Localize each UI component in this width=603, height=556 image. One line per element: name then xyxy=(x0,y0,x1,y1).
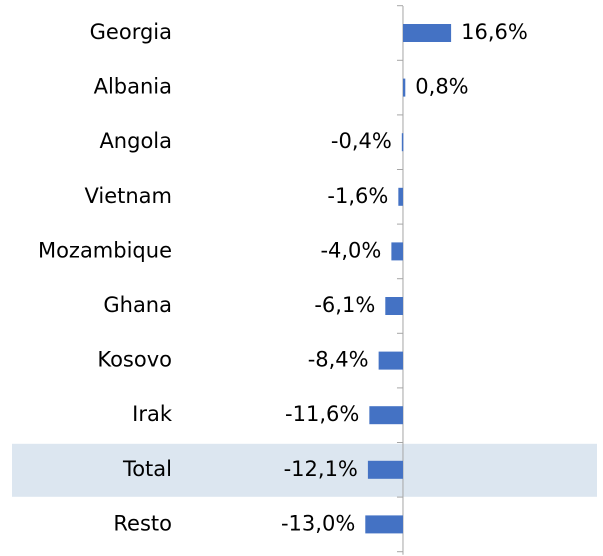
value-label: -4,0% xyxy=(320,238,381,262)
category-label: Albania xyxy=(94,75,172,99)
category-label: Irak xyxy=(132,402,173,426)
bar xyxy=(369,406,403,425)
highlight-band xyxy=(12,443,597,497)
category-label: Resto xyxy=(113,511,172,535)
value-label: -6,1% xyxy=(314,293,375,317)
value-label: -8,4% xyxy=(308,348,369,372)
value-label: -11,6% xyxy=(285,402,359,426)
category-label: Angola xyxy=(99,129,172,153)
category-label: Mozambique xyxy=(38,238,172,262)
bar xyxy=(391,242,403,261)
value-label: -13,0% xyxy=(281,511,355,535)
bar xyxy=(378,351,403,370)
bar xyxy=(385,297,403,315)
bar xyxy=(398,187,403,206)
value-label: 0,8% xyxy=(415,75,468,99)
value-label: -1,6% xyxy=(327,184,388,208)
category-label: Georgia xyxy=(90,20,172,44)
bar xyxy=(367,460,403,479)
value-label: -12,1% xyxy=(284,457,358,481)
category-label: Total xyxy=(122,457,172,481)
bar xyxy=(402,78,406,97)
value-label: -0,4% xyxy=(331,129,392,153)
bar xyxy=(365,515,403,534)
category-label: Kosovo xyxy=(97,348,172,372)
value-label: 16,6% xyxy=(461,20,528,44)
bar xyxy=(402,24,452,42)
bar xyxy=(401,133,404,152)
category-label: Vietnam xyxy=(84,184,172,208)
category-label: Ghana xyxy=(103,293,172,317)
